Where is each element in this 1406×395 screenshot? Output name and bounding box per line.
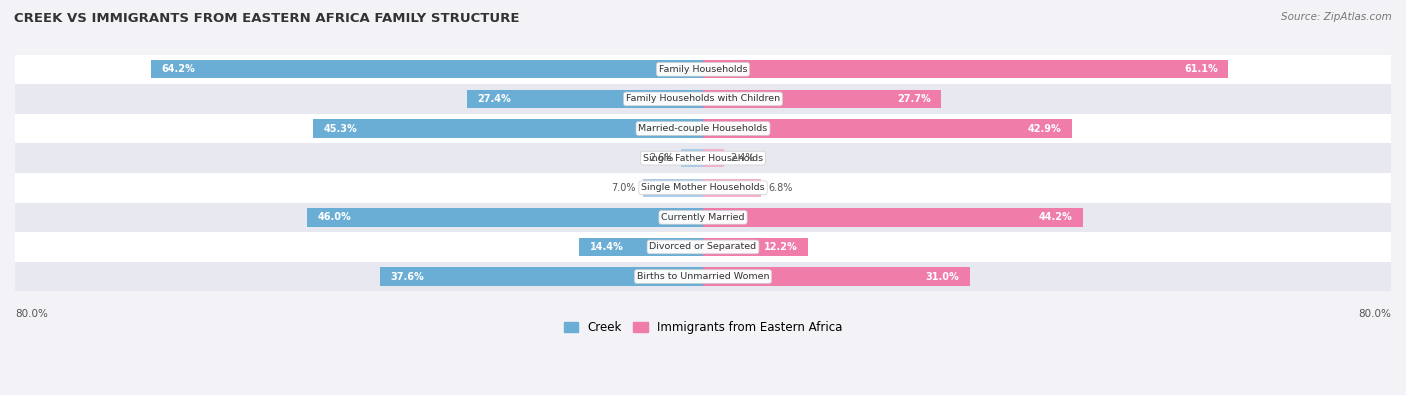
- Bar: [703, 149, 724, 167]
- Bar: [15, 232, 1391, 262]
- Bar: [703, 119, 1071, 138]
- Text: 44.2%: 44.2%: [1039, 213, 1073, 222]
- Bar: [579, 238, 703, 256]
- Bar: [308, 208, 703, 226]
- Text: 46.0%: 46.0%: [318, 213, 352, 222]
- Text: Single Mother Households: Single Mother Households: [641, 183, 765, 192]
- Bar: [150, 60, 703, 79]
- Text: 31.0%: 31.0%: [925, 271, 959, 282]
- Bar: [643, 179, 703, 197]
- Text: 42.9%: 42.9%: [1028, 124, 1062, 134]
- Bar: [703, 90, 941, 108]
- Bar: [703, 179, 762, 197]
- Bar: [681, 149, 703, 167]
- Bar: [703, 208, 1083, 226]
- Text: 27.4%: 27.4%: [478, 94, 512, 104]
- Text: Single Father Households: Single Father Households: [643, 154, 763, 163]
- Text: 2.6%: 2.6%: [650, 153, 673, 163]
- Text: 2.4%: 2.4%: [731, 153, 755, 163]
- Text: 61.1%: 61.1%: [1184, 64, 1218, 74]
- Text: 6.8%: 6.8%: [768, 183, 793, 193]
- Bar: [15, 114, 1391, 143]
- Bar: [15, 143, 1391, 173]
- Bar: [703, 267, 970, 286]
- Text: 80.0%: 80.0%: [1358, 309, 1391, 319]
- Bar: [15, 84, 1391, 114]
- Text: Married-couple Households: Married-couple Households: [638, 124, 768, 133]
- Text: Births to Unmarried Women: Births to Unmarried Women: [637, 272, 769, 281]
- Bar: [15, 203, 1391, 232]
- Text: 14.4%: 14.4%: [589, 242, 623, 252]
- Text: 12.2%: 12.2%: [763, 242, 797, 252]
- Text: CREEK VS IMMIGRANTS FROM EASTERN AFRICA FAMILY STRUCTURE: CREEK VS IMMIGRANTS FROM EASTERN AFRICA …: [14, 12, 520, 25]
- Text: 37.6%: 37.6%: [389, 271, 423, 282]
- Text: 7.0%: 7.0%: [612, 183, 636, 193]
- Bar: [15, 173, 1391, 203]
- Bar: [467, 90, 703, 108]
- Bar: [15, 55, 1391, 84]
- Text: 27.7%: 27.7%: [897, 94, 931, 104]
- Legend: Creek, Immigrants from Eastern Africa: Creek, Immigrants from Eastern Africa: [560, 318, 846, 338]
- Text: Source: ZipAtlas.com: Source: ZipAtlas.com: [1281, 12, 1392, 22]
- Bar: [380, 267, 703, 286]
- Text: Currently Married: Currently Married: [661, 213, 745, 222]
- Bar: [703, 60, 1229, 79]
- Text: 45.3%: 45.3%: [323, 124, 357, 134]
- Bar: [15, 262, 1391, 292]
- Bar: [314, 119, 703, 138]
- Bar: [703, 238, 808, 256]
- Text: 64.2%: 64.2%: [162, 64, 195, 74]
- Text: Family Households with Children: Family Households with Children: [626, 94, 780, 103]
- Text: 80.0%: 80.0%: [15, 309, 48, 319]
- Text: Divorced or Separated: Divorced or Separated: [650, 243, 756, 252]
- Text: Family Households: Family Households: [659, 65, 747, 74]
